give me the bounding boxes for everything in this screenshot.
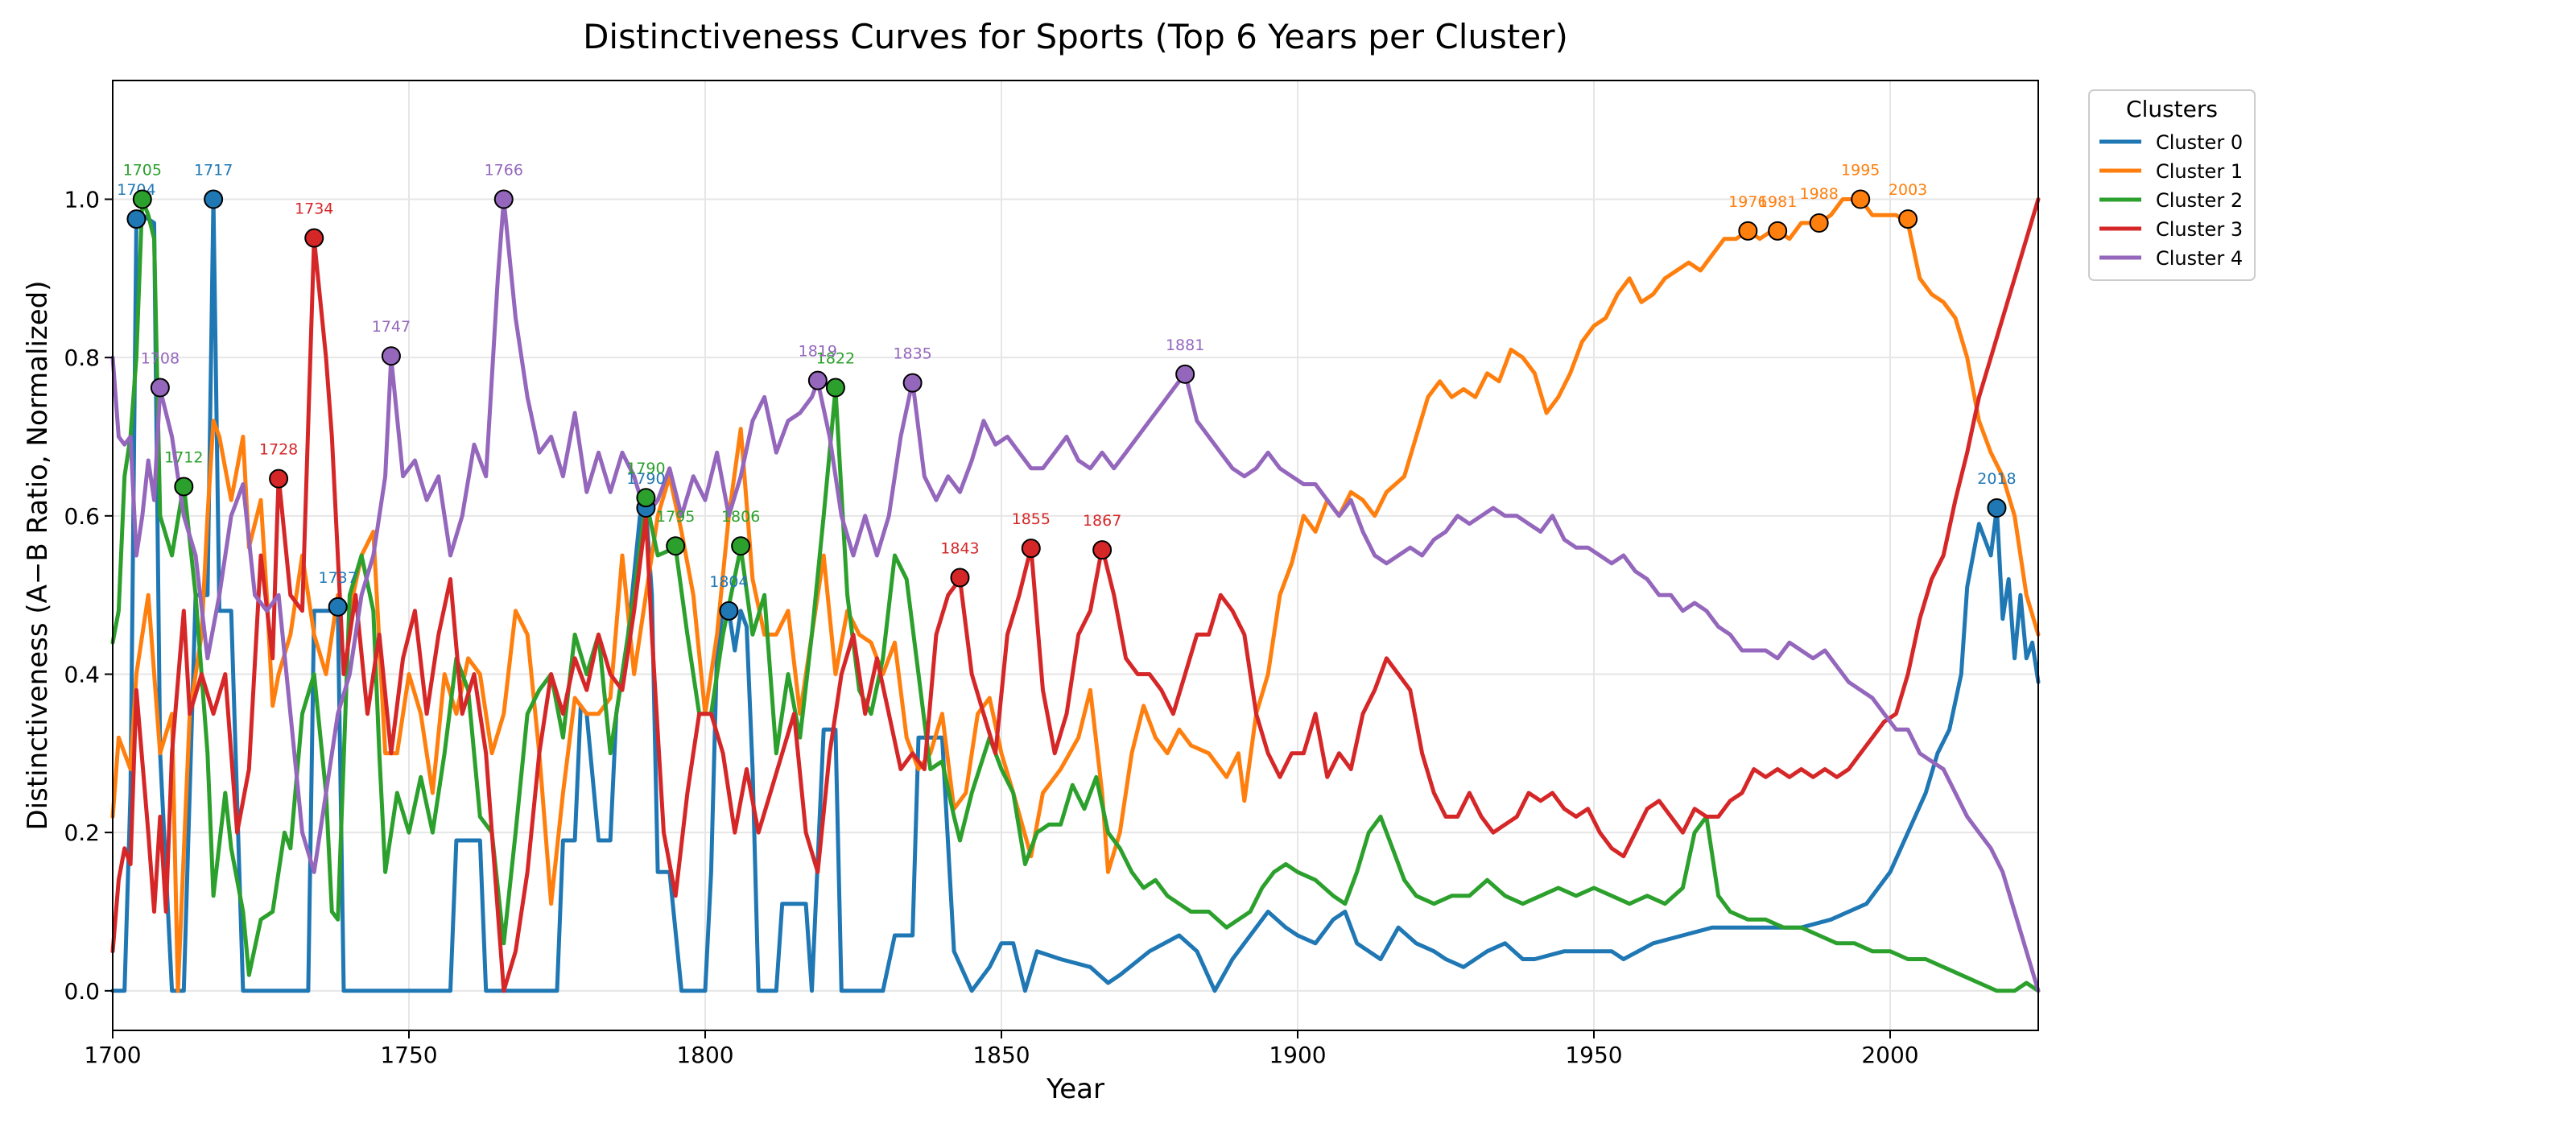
- highlight-year-label: 1747: [372, 318, 411, 336]
- highlight-year-label: 1717: [194, 162, 233, 180]
- x-tick-label: 1900: [1269, 1042, 1326, 1068]
- y-tick-label: 1.0: [64, 187, 100, 213]
- highlight-year-label: 1988: [1800, 185, 1839, 203]
- series-line-cluster-3: [110, 197, 2041, 993]
- highlight-year-label: 1790: [626, 460, 665, 477]
- highlight-marker: [666, 536, 686, 556]
- highlight-year-label: 1804: [709, 573, 748, 591]
- highlight-year-label: 1708: [141, 350, 180, 368]
- highlight-year-label: 1835: [893, 345, 931, 363]
- y-tick-label: 0.2: [64, 819, 100, 846]
- highlight-marker: [1175, 364, 1195, 384]
- legend-items: Cluster 0 Cluster 1 Cluster 2 Cluster 3 Clus…: [2099, 131, 2243, 270]
- x-tick-label: 1950: [1565, 1042, 1622, 1068]
- y-tick-label: 0.4: [64, 662, 100, 688]
- highlight-year-label: 1822: [816, 350, 855, 368]
- highlight-marker: [493, 189, 514, 209]
- y-tick-label: 0.6: [64, 503, 100, 530]
- x-tick-label: 2000: [1861, 1042, 1918, 1068]
- series-line-cluster-2: [110, 197, 2041, 993]
- highlight-marker: [825, 378, 845, 398]
- x-tick-label: 1750: [380, 1042, 437, 1068]
- highlight-marker: [1021, 539, 1041, 559]
- highlight-marker: [304, 228, 324, 248]
- x-axis: 1700 1750 1800 1850 1900 1950 2000: [84, 1030, 1919, 1068]
- highlight-marker: [204, 189, 224, 209]
- x-axis-label: Year: [1046, 1073, 1104, 1105]
- highlight-marker: [174, 477, 194, 497]
- highlight-year-label: 1867: [1083, 512, 1121, 530]
- highlight-year-label: 1766: [485, 162, 523, 180]
- highlight-year-label: 1995: [1841, 162, 1880, 180]
- y-tick-label: 0.0: [64, 978, 100, 1005]
- legend-label: Cluster 3: [2156, 218, 2243, 241]
- highlight-year-label: 1790: [626, 470, 665, 488]
- highlight-marker: [636, 488, 656, 508]
- y-tick-label: 0.8: [64, 345, 100, 371]
- highlight-year-label: 1819: [799, 343, 837, 361]
- highlight-marker: [328, 597, 348, 617]
- highlight-year-label: 1881: [1166, 336, 1204, 354]
- legend-label: Cluster 2: [2156, 189, 2243, 212]
- highlight-marker: [719, 601, 739, 621]
- legend-label: Cluster 0: [2156, 131, 2243, 154]
- highlight-marker: [1738, 221, 1758, 241]
- highlight-year-label: 1705: [123, 162, 162, 180]
- series-line-cluster-0: [110, 197, 2041, 993]
- legend-label: Cluster 4: [2156, 247, 2243, 270]
- highlight-year-label: 1728: [259, 441, 298, 459]
- highlight-marker: [731, 536, 751, 556]
- highlight-marker: [1092, 540, 1113, 560]
- highlight-year-label: 1843: [940, 540, 979, 558]
- highlight-year-label: 1737: [319, 569, 357, 587]
- highlight-marker: [1851, 189, 1871, 209]
- highlight-marker: [1898, 209, 1918, 229]
- highlight-year-label: 1855: [1012, 510, 1051, 528]
- highlight-year-label: 1806: [721, 508, 760, 526]
- x-tick-label: 1700: [84, 1042, 141, 1068]
- highlight-year-label: 1795: [656, 508, 695, 526]
- legend-title: Clusters: [2126, 96, 2218, 122]
- highlight-marker: [1809, 213, 1829, 233]
- highlight-marker: [902, 373, 923, 393]
- highlight-marker: [1768, 221, 1788, 241]
- highlight-marker: [150, 378, 170, 398]
- highlight-marker: [126, 209, 147, 229]
- highlight-marker: [807, 370, 828, 390]
- highlight-year-label: 1981: [1758, 193, 1797, 211]
- highlight-year-label: 1734: [295, 200, 333, 218]
- y-axis: 0.0 0.2 0.4 0.6 0.8 1.0: [64, 187, 113, 1005]
- chart-title: Distinctiveness Curves for Sports (Top 6…: [583, 17, 1568, 56]
- legend-label: Cluster 1: [2156, 160, 2243, 183]
- y-axis-label: Distinctiveness (A−B Ratio, Normalized): [22, 280, 54, 830]
- legend-frame: [2088, 89, 2256, 281]
- highlight-marker: [132, 189, 152, 209]
- highlight-marker: [950, 568, 970, 588]
- highlight-year-label: 2018: [1977, 470, 2016, 488]
- plot-frame: [112, 80, 2039, 1031]
- highlight-marker: [269, 469, 289, 489]
- highlight-year-label: 1712: [164, 448, 203, 466]
- x-tick-label: 1800: [676, 1042, 733, 1068]
- x-tick-label: 1850: [972, 1042, 1030, 1068]
- highlight-year-label: 1976: [1728, 193, 1767, 211]
- highlight-marker: [381, 346, 401, 366]
- highlight-marker: [1987, 498, 2007, 518]
- highlight-year-label: 2003: [1889, 181, 1927, 199]
